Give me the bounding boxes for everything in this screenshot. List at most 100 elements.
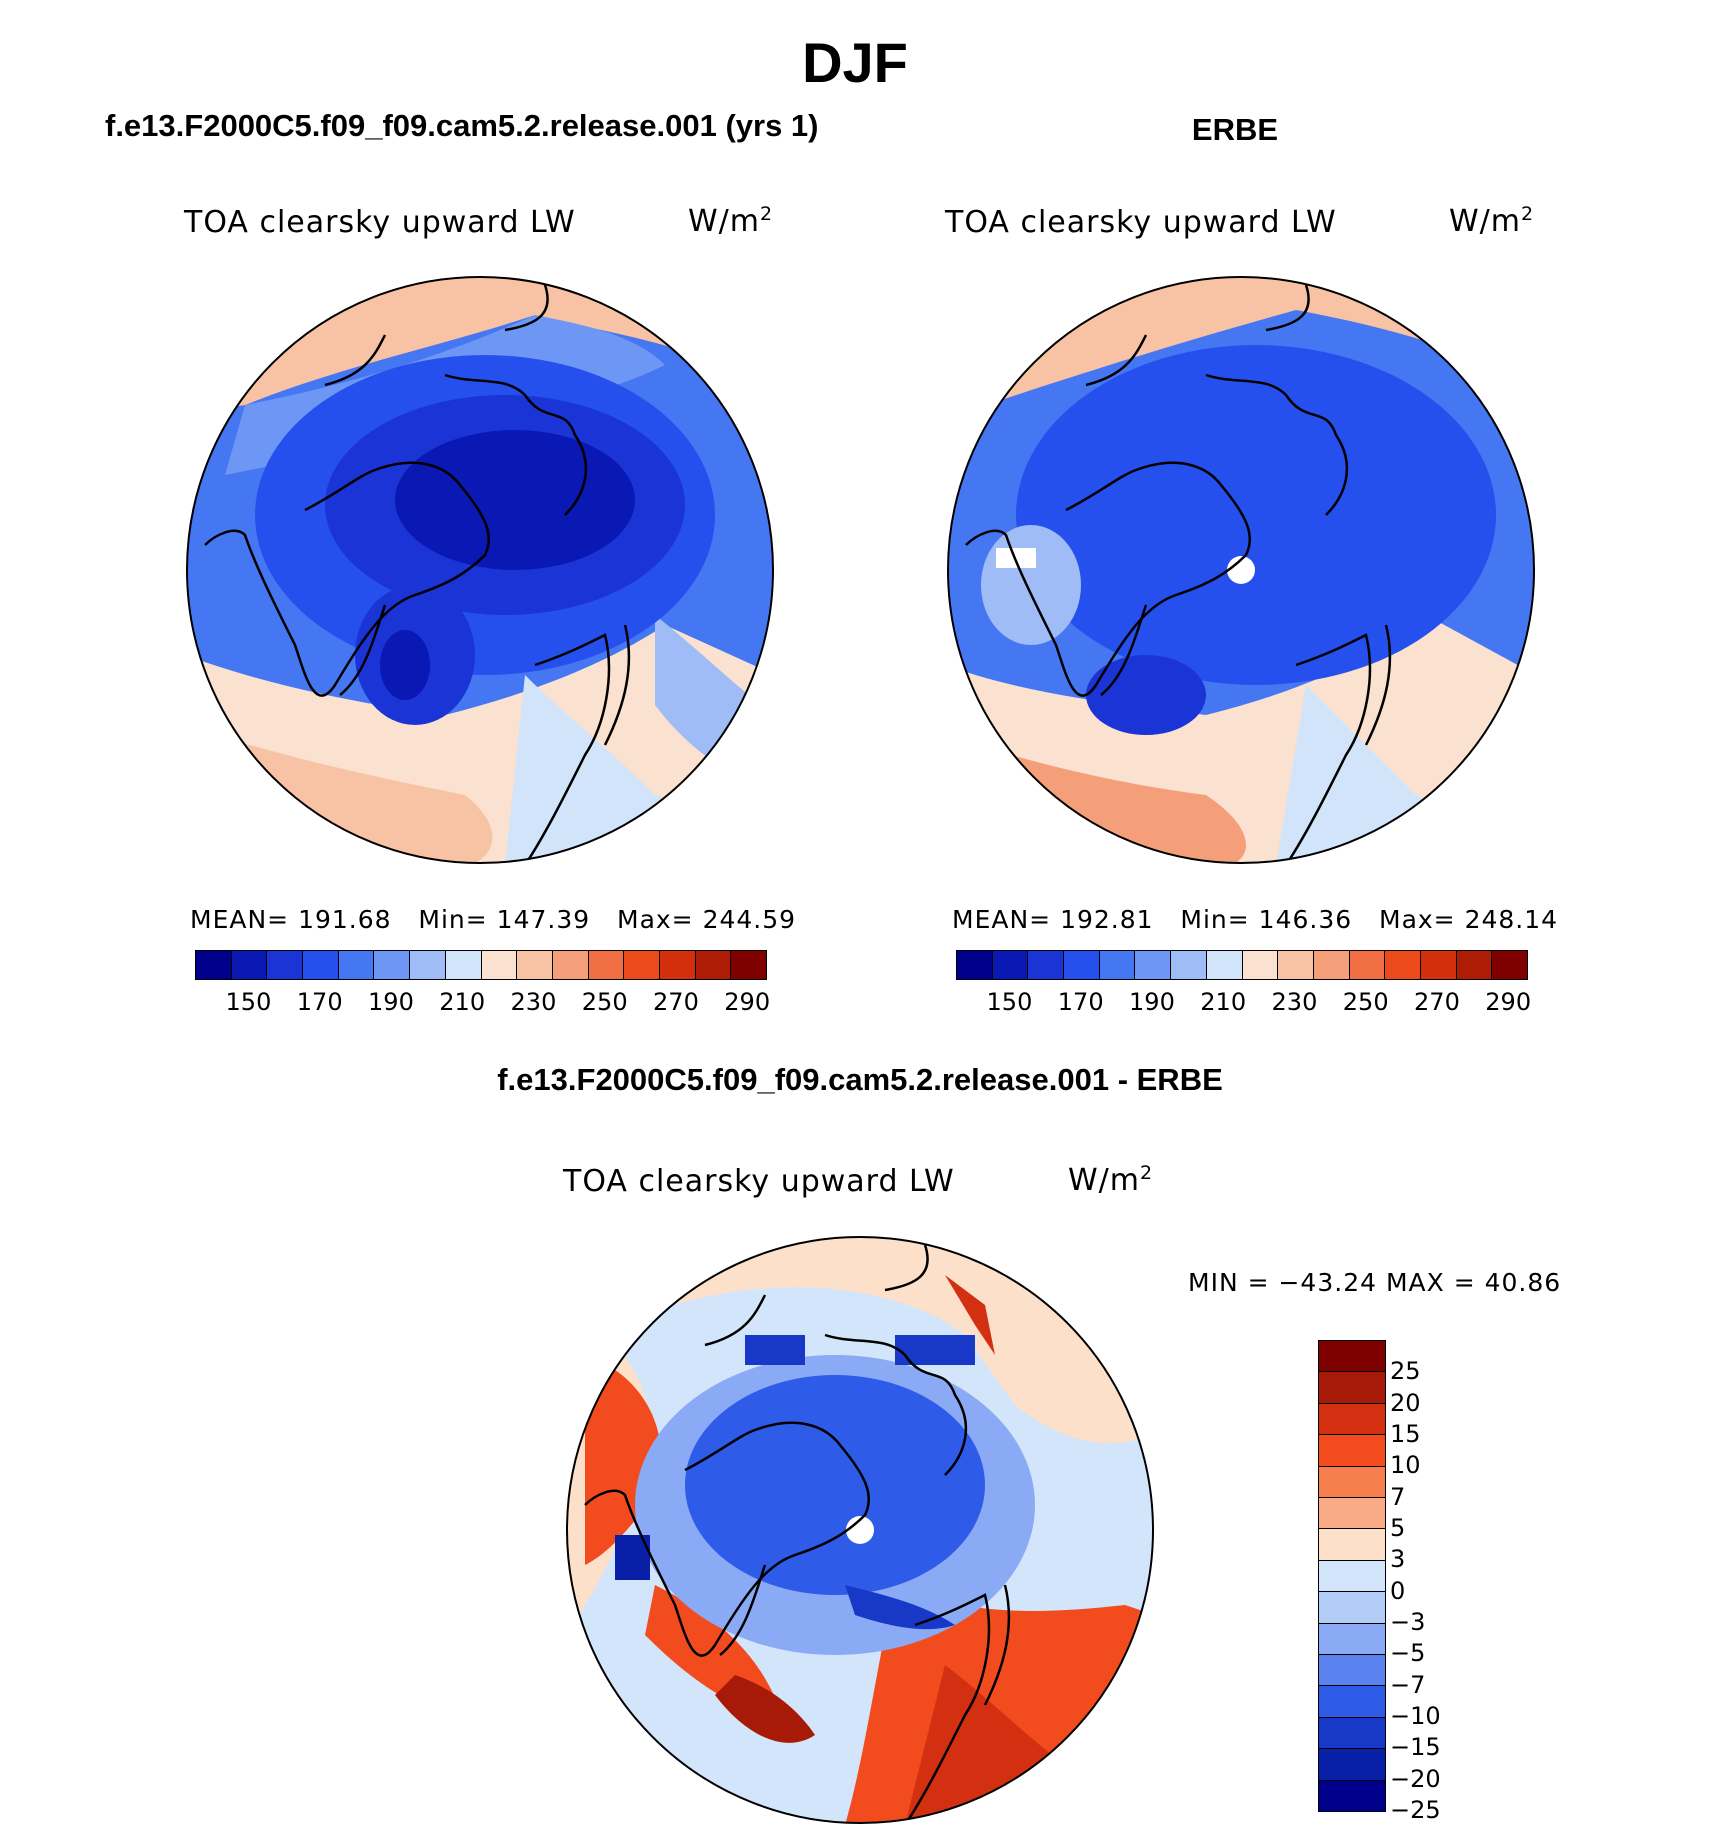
- colorbar-tick-label: −10: [1390, 1702, 1441, 1730]
- colorbar-tick-label: 210: [1200, 988, 1247, 1016]
- colorbar-swatch: [1242, 951, 1279, 979]
- colorbar-tick-label: −25: [1390, 1796, 1441, 1824]
- diff-variable-label: TOA clearsky upward LW: [563, 1164, 955, 1199]
- colorbar-tick-label: −5: [1390, 1639, 1426, 1668]
- obs-colorbar-ticks: 150 170 190 210 230 250 270 290: [956, 988, 1532, 1018]
- colorbar-swatch: [1028, 951, 1065, 979]
- model-variable-label: TOA clearsky upward LW: [184, 205, 576, 240]
- colorbar-swatch: [445, 951, 482, 979]
- colorbar-swatch: [1319, 1560, 1385, 1593]
- colorbar-tick-label: 7: [1390, 1482, 1406, 1511]
- colorbar-swatch: [374, 951, 411, 979]
- colorbar-swatch: [1319, 1623, 1385, 1656]
- colorbar-swatch: [731, 951, 766, 979]
- colorbar-swatch: [196, 951, 232, 979]
- colorbar-tick-label: 230: [1271, 988, 1318, 1016]
- colorbar-tick-label: 290: [724, 988, 771, 1016]
- obs-units-label: W/m2: [1449, 203, 1535, 239]
- colorbar-swatch: [1319, 1341, 1385, 1373]
- colorbar-tick-label: 3: [1390, 1545, 1406, 1574]
- colorbar-tick-label: 5: [1390, 1514, 1406, 1542]
- colorbar-tick-label: 290: [1485, 988, 1532, 1016]
- diff-units-label: W/m2: [1068, 1162, 1154, 1198]
- diff-polar-map: [566, 1236, 1154, 1824]
- model-colorbar: [195, 950, 767, 980]
- diff-colorbar: [1318, 1340, 1386, 1812]
- colorbar-tick-label: −15: [1390, 1733, 1441, 1762]
- colorbar-swatch: [231, 951, 268, 979]
- diff-minmax: MIN = −43.24 MAX = 40.86: [1188, 1268, 1562, 1297]
- colorbar-swatch: [1319, 1686, 1385, 1718]
- colorbar-swatch: [659, 951, 696, 979]
- colorbar-swatch: [1349, 951, 1386, 979]
- colorbar-tick-label: 250: [581, 988, 628, 1016]
- colorbar-swatch: [1492, 951, 1527, 979]
- colorbar-tick-label: 20: [1390, 1388, 1421, 1417]
- colorbar-tick-label: 190: [368, 988, 414, 1016]
- colorbar-swatch: [1319, 1466, 1385, 1499]
- colorbar-swatch: [588, 951, 625, 979]
- colorbar-swatch: [1319, 1592, 1385, 1624]
- model-stats: MEAN= 191.68 Min= 147.39 Max= 244.59: [190, 905, 797, 934]
- obs-panel-title: ERBE: [1191, 112, 1279, 147]
- colorbar-swatch: [410, 951, 446, 979]
- model-colorbar-ticks: 150 170 190 210 230 250 270 290: [195, 988, 771, 1018]
- colorbar-swatch: [957, 951, 993, 979]
- colorbar-swatch: [1099, 951, 1136, 979]
- main-title: DJF: [802, 31, 908, 94]
- colorbar-swatch: [1319, 1498, 1385, 1530]
- colorbar-swatch: [481, 951, 518, 979]
- obs-variable-label: TOA clearsky upward LW: [945, 205, 1337, 240]
- obs-polar-map: [947, 276, 1535, 864]
- colorbar-tick-label: 270: [1414, 988, 1460, 1016]
- colorbar-swatch: [1064, 951, 1100, 979]
- colorbar-tick-label: 10: [1390, 1451, 1421, 1480]
- colorbar-swatch: [1171, 951, 1207, 979]
- model-panel-title: f.e13.F2000C5.f09_f09.cam5.2.release.001…: [105, 108, 819, 143]
- colorbar-swatch: [1319, 1529, 1385, 1561]
- colorbar-tick-label: 190: [1129, 988, 1175, 1016]
- colorbar-swatch: [303, 951, 339, 979]
- colorbar-tick-label: −3: [1390, 1608, 1426, 1636]
- colorbar-swatch: [1319, 1780, 1385, 1812]
- diff-panel-title: f.e13.F2000C5.f09_f09.cam5.2.release.001…: [497, 1062, 1223, 1097]
- colorbar-swatch: [1420, 951, 1457, 979]
- colorbar-tick-label: 150: [225, 988, 272, 1016]
- colorbar-swatch: [1278, 951, 1314, 979]
- colorbar-swatch: [1319, 1372, 1385, 1404]
- colorbar-tick-label: 0: [1390, 1576, 1406, 1605]
- colorbar-swatch: [1319, 1403, 1385, 1436]
- colorbar-tick-label: 270: [653, 988, 699, 1016]
- obs-colorbar: [956, 950, 1528, 980]
- colorbar-tick-label: 210: [439, 988, 486, 1016]
- colorbar-swatch: [992, 951, 1029, 979]
- colorbar-swatch: [267, 951, 304, 979]
- colorbar-swatch: [1319, 1717, 1385, 1750]
- colorbar-swatch: [338, 951, 375, 979]
- colorbar-tick-label: −7: [1390, 1670, 1426, 1699]
- colorbar-swatch: [517, 951, 553, 979]
- colorbar-tick-label: −20: [1390, 1764, 1441, 1793]
- colorbar-swatch: [1385, 951, 1421, 979]
- obs-stats: MEAN= 192.81 Min= 146.36 Max= 248.14: [952, 905, 1559, 934]
- colorbar-swatch: [1319, 1749, 1385, 1781]
- model-polar-map: [186, 276, 774, 864]
- colorbar-swatch: [624, 951, 660, 979]
- colorbar-swatch: [1456, 951, 1493, 979]
- diff-colorbar-ticks: 25 20 15 10 7 5 3 0 −3 −5 −7 −10 −15 −20 −25: [1390, 1340, 1470, 1824]
- colorbar-tick-label: 170: [296, 988, 343, 1016]
- colorbar-swatch: [552, 951, 589, 979]
- colorbar-swatch: [1313, 951, 1350, 979]
- colorbar-swatch: [1206, 951, 1243, 979]
- colorbar-swatch: [695, 951, 732, 979]
- colorbar-tick-label: 250: [1342, 988, 1389, 1016]
- colorbar-tick-label: 230: [510, 988, 557, 1016]
- colorbar-tick-label: 15: [1390, 1420, 1421, 1448]
- colorbar-swatch: [1319, 1655, 1385, 1687]
- colorbar-tick-label: 25: [1390, 1357, 1421, 1386]
- colorbar-swatch: [1319, 1435, 1385, 1467]
- colorbar-tick-label: 170: [1057, 988, 1104, 1016]
- model-units-label: W/m2: [688, 203, 774, 239]
- colorbar-swatch: [1135, 951, 1172, 979]
- colorbar-tick-label: 150: [986, 988, 1033, 1016]
